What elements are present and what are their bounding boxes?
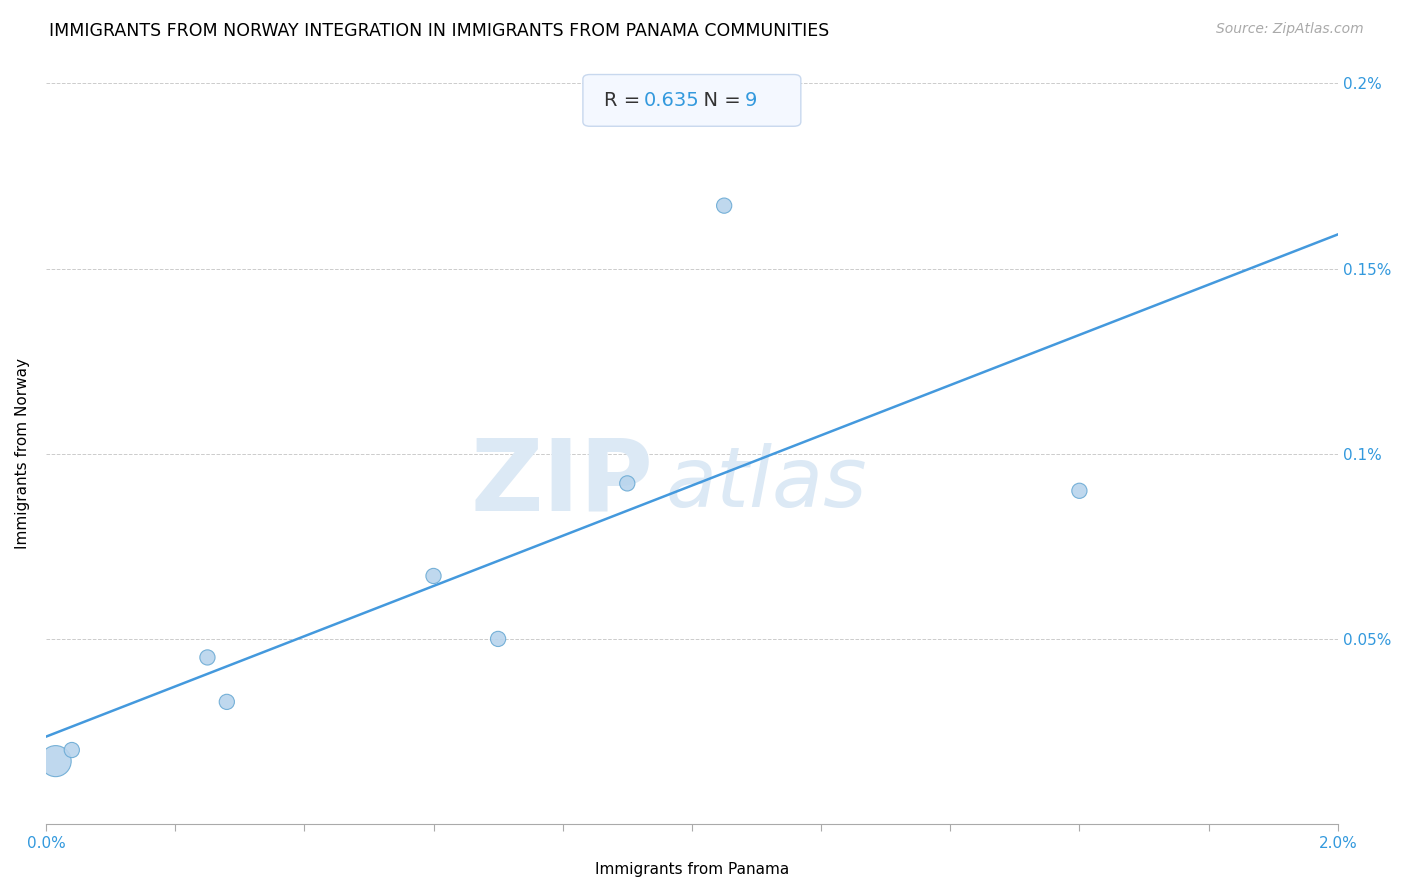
Point xyxy=(215,695,238,709)
Point xyxy=(45,754,67,768)
Point xyxy=(713,199,735,213)
Text: 0.635: 0.635 xyxy=(644,91,699,110)
Text: Source: ZipAtlas.com: Source: ZipAtlas.com xyxy=(1216,22,1364,37)
Text: IMMIGRANTS FROM NORWAY INTEGRATION IN IMMIGRANTS FROM PANAMA COMMUNITIES: IMMIGRANTS FROM NORWAY INTEGRATION IN IM… xyxy=(49,22,830,40)
Text: ZIP: ZIP xyxy=(470,435,654,532)
Point xyxy=(1069,483,1091,498)
Text: atlas: atlas xyxy=(666,443,868,524)
Text: R =: R = xyxy=(605,91,647,110)
Point xyxy=(422,569,444,583)
Point xyxy=(60,743,83,757)
Point xyxy=(197,650,219,665)
Point xyxy=(616,476,638,491)
Text: 9: 9 xyxy=(745,91,756,110)
Point xyxy=(486,632,509,646)
X-axis label: Immigrants from Panama: Immigrants from Panama xyxy=(595,862,789,877)
Y-axis label: Immigrants from Norway: Immigrants from Norway xyxy=(15,359,30,549)
Text: N =: N = xyxy=(692,91,747,110)
